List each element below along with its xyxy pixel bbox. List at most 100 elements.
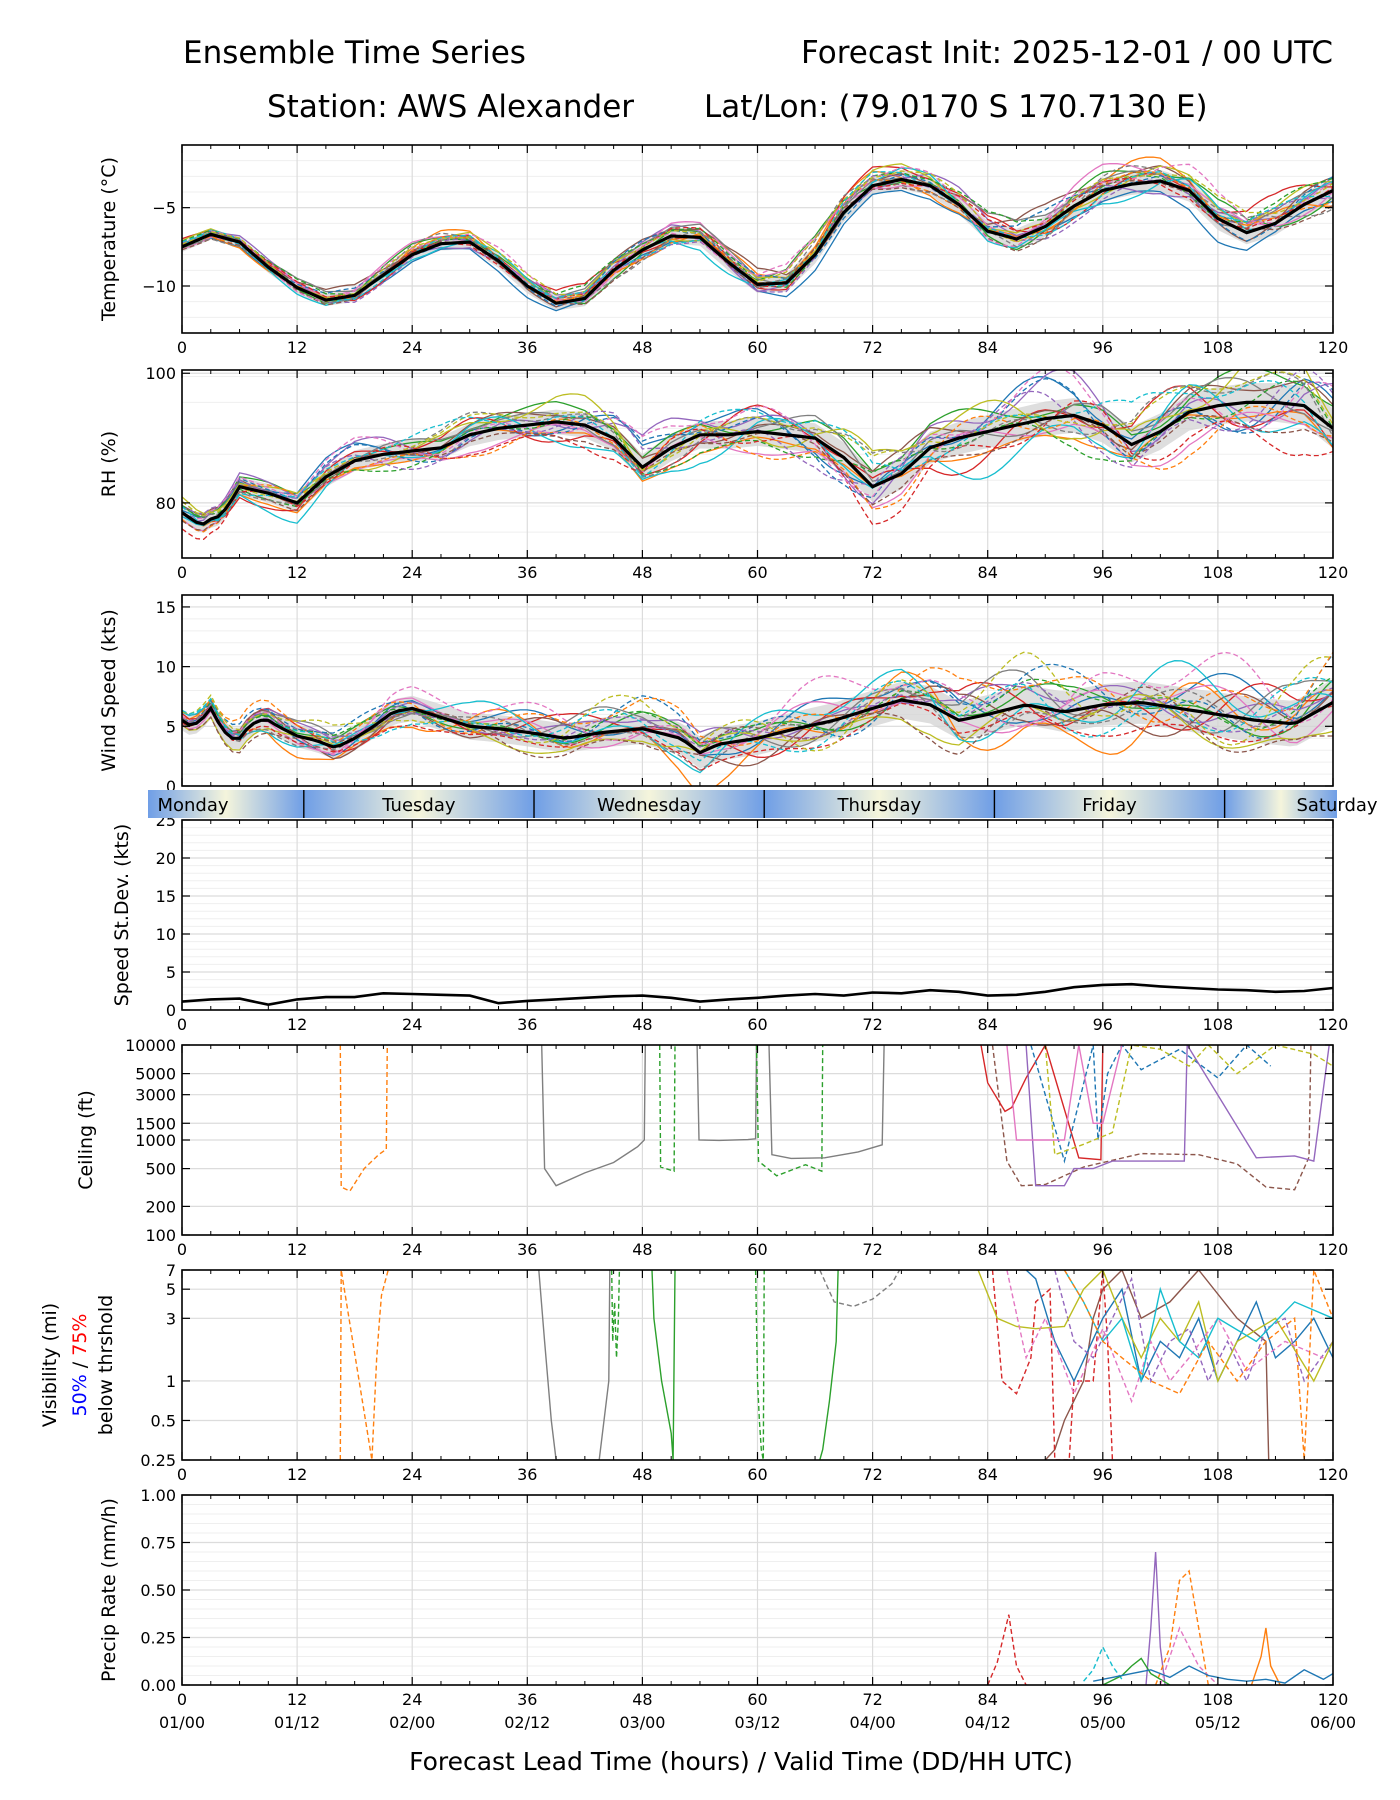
orange-member-line <box>339 1270 390 1460</box>
x-tick-label: 72 <box>862 338 882 357</box>
x-tick-label: 48 <box>632 338 652 357</box>
red-member-line <box>980 1045 1104 1161</box>
x-tick-label: 0 <box>177 1690 187 1709</box>
y-tick-label: 10 <box>156 658 176 677</box>
x-tick-label: 12 <box>287 1015 307 1034</box>
x-tick-label: 84 <box>978 1015 998 1034</box>
x-tick-label: 96 <box>1093 1015 1113 1034</box>
x-tick-label: 72 <box>862 563 882 582</box>
y-tick-label: 0.00 <box>140 1676 176 1695</box>
x-tick-label: 120 <box>1318 1015 1349 1034</box>
std-dev-line <box>182 982 1333 1007</box>
member-line <box>182 377 1333 526</box>
grey-member-line <box>541 1045 646 1187</box>
ensemble-mean-line <box>182 177 1333 305</box>
olive-member-line <box>1044 1045 1333 1156</box>
x-tick-label: 24 <box>402 563 422 582</box>
x-tick-label: 48 <box>632 563 652 582</box>
member-line <box>182 676 1333 762</box>
orange-member-line <box>1154 1569 1209 1685</box>
y-tick-label: −5 <box>152 199 176 218</box>
day-segment <box>764 790 995 818</box>
x-tick-label: 48 <box>632 1690 652 1709</box>
valid-time-label: 03/00 <box>619 1713 665 1732</box>
x-tick-label: 60 <box>747 1240 767 1259</box>
y-tick-label: 0.50 <box>140 1581 176 1600</box>
x-tick-label: 72 <box>862 1465 882 1484</box>
x-tick-label: 24 <box>402 1015 422 1034</box>
y-tick-label: 100 <box>145 364 176 383</box>
valid-time-label: 05/00 <box>1080 1713 1126 1732</box>
panel-vis: 0 12 24 36 48 60 72 84 96 108 120 0.25 0.5 1 3 57 Visibi… <box>39 1261 1348 1484</box>
x-tick-label: 120 <box>1318 1690 1349 1709</box>
blue-member-line <box>1030 1045 1272 1164</box>
y-tick-label: 5 <box>166 1280 176 1299</box>
y-tick-label: 10 <box>156 925 176 944</box>
x-tick-label: 60 <box>747 563 767 582</box>
day-banner: Monday Tuesday Wednesday Thursday Friday Satu… <box>148 790 1378 818</box>
x-tick-label: 48 <box>632 1240 652 1259</box>
y-tick-label: −10 <box>142 277 176 296</box>
x-tick-label: 96 <box>1093 1690 1113 1709</box>
plot-area-vis <box>339 1270 1333 1460</box>
panel-precip: 0 12 24 36 48 60 72 84 96 108 120 0.00 0.25 0.50 0.75 1… <box>98 1486 1348 1709</box>
panel-temp: 0 12 24 36 48 60 72 84 96 108 120 −10 −5 Temperature … <box>98 144 1348 357</box>
purple-member-line <box>1054 1270 1333 1384</box>
y-tick-label: 80 <box>156 494 176 513</box>
x-axis-title: Forecast Lead Time (hours) / Valid Time … <box>409 1747 1073 1776</box>
x-tick-label: 12 <box>287 338 307 357</box>
x-tick-label: 72 <box>862 1015 882 1034</box>
pink-member-line <box>1006 1045 1123 1141</box>
y-tick-label: 15 <box>156 887 176 906</box>
vis-sep: / <box>69 1356 91 1374</box>
vis-p50: 50% <box>69 1374 91 1416</box>
day-segment <box>303 790 535 818</box>
y-tick-label: 5000 <box>135 1065 176 1084</box>
x-tick-label: 12 <box>287 1690 307 1709</box>
x-tick-label: 120 <box>1318 563 1349 582</box>
panel-wspd: 0 5 10 15 Wind Speed (kts) <box>98 594 1334 796</box>
x-tick-label: 0 <box>177 1240 187 1259</box>
x-tick-label: 0 <box>177 563 187 582</box>
green-member-b-line <box>651 1270 676 1460</box>
valid-time-label: 03/12 <box>734 1713 780 1732</box>
valid-time-label: 01/12 <box>274 1713 320 1732</box>
y-axis-label-rh: RH (%) <box>98 431 120 497</box>
purple-member-line <box>1025 1045 1330 1187</box>
x-tick-label: 12 <box>287 1465 307 1484</box>
green-member-a-line <box>659 1045 676 1173</box>
y-tick-label: 20 <box>156 849 176 868</box>
member-line <box>182 170 1333 305</box>
x-tick-label: 84 <box>978 338 998 357</box>
x-tick-label: 84 <box>978 1690 998 1709</box>
y-tick-label: 0 <box>166 777 176 796</box>
valid-time-label: 02/00 <box>389 1713 435 1732</box>
member-line <box>182 653 1333 743</box>
y-axis-label-precip: Precip Rate (mm/h) <box>98 1498 120 1682</box>
member-line <box>182 686 1333 759</box>
x-tick-label: 84 <box>978 563 998 582</box>
y-tick-label: 200 <box>145 1197 176 1216</box>
member-line <box>182 681 1333 759</box>
member-line <box>182 405 1333 533</box>
x-tick-label: 72 <box>862 1690 882 1709</box>
x-tick-label: 96 <box>1093 1240 1113 1259</box>
green-member-line <box>1102 1657 1171 1685</box>
member-line <box>182 400 1333 540</box>
day-label: Saturday <box>1296 795 1377 816</box>
x-tick-label: 84 <box>978 1240 998 1259</box>
x-tick-label: 108 <box>1203 1690 1234 1709</box>
panel-ceiling: 0 12 24 36 48 60 72 84 96 108 120 100 200 500 10001500… <box>75 1036 1348 1259</box>
member-line <box>182 651 1333 752</box>
valid-time-label: 02/12 <box>504 1713 550 1732</box>
x-tick-label: 96 <box>1093 563 1113 582</box>
green-member-b-line <box>755 1045 824 1177</box>
x-tick-label: 60 <box>747 1015 767 1034</box>
x-tick-label: 24 <box>402 338 422 357</box>
member-line <box>182 671 1333 786</box>
member-line <box>182 702 1333 772</box>
day-label: Friday <box>1082 795 1137 816</box>
x-tick-label: 108 <box>1203 563 1234 582</box>
